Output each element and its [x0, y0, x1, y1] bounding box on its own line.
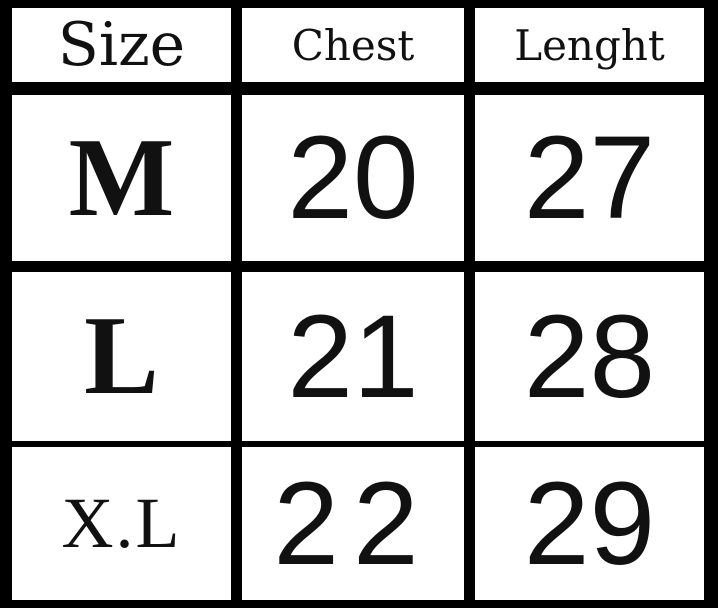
chest-cell: 21 [242, 272, 464, 441]
size-cell: M [12, 95, 231, 261]
chest-cell: 20 [242, 95, 464, 261]
length-cell: 27 [475, 95, 704, 261]
length-cell: 29 [475, 447, 704, 600]
header-length: Lenght [475, 8, 704, 82]
chest-cell: 22 [242, 447, 464, 600]
length-cell: 28 [475, 272, 704, 441]
size-cell: X.L [12, 447, 231, 600]
size-cell: L [12, 272, 231, 441]
header-size: Size [12, 8, 231, 82]
header-chest: Chest [242, 8, 464, 82]
